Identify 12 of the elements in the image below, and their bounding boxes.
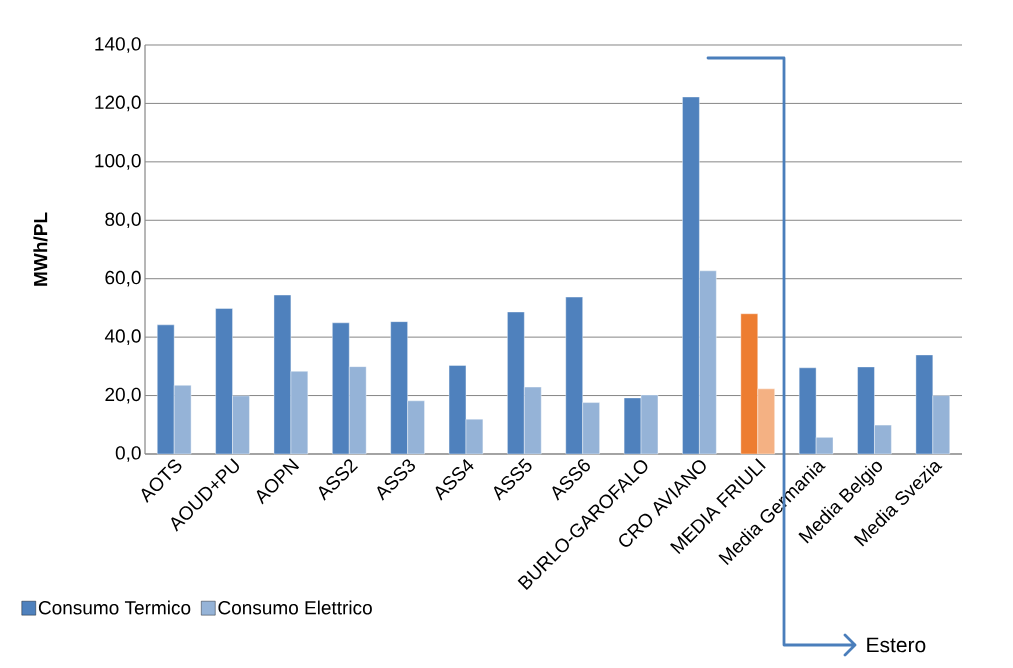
y-tick-label: 140,0: [95, 37, 141, 53]
y-tick-label: 40,0: [104, 329, 141, 345]
y-tick-label: 120,0: [95, 95, 141, 112]
y-tick-label: 100,0: [95, 154, 141, 170]
y-axis-title: MWh/PL: [33, 212, 48, 286]
y-tick-label: 80,0: [105, 212, 141, 229]
legend-label: Consumo Elettrico: [218, 600, 372, 615]
y-tick-label: 60,0: [105, 270, 141, 287]
y-tick-label: 20,0: [105, 387, 141, 404]
text: Estero: [867, 637, 926, 653]
legend-label: Consumo Termico: [38, 600, 191, 615]
y-tick-label: 0,0: [115, 446, 141, 462]
